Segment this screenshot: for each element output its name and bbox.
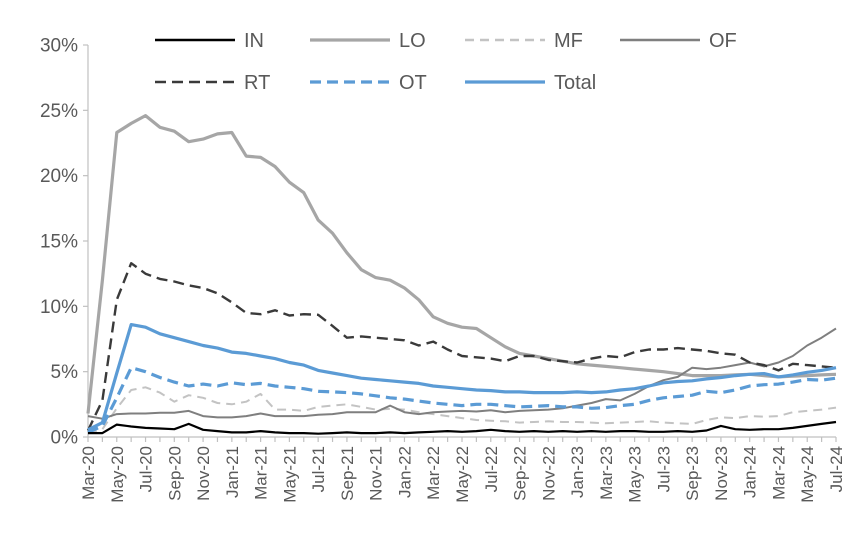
y-tick-label: 10%	[40, 297, 78, 318]
y-tick-label: 15%	[40, 232, 78, 253]
legend-item-LO: LO	[310, 30, 426, 52]
series-lines	[86, 113, 837, 435]
x-tick-label: Mar-21	[252, 446, 271, 500]
x-tick-label: Sep-23	[683, 446, 702, 501]
legend-item-Total: Total	[465, 72, 596, 94]
y-tick-label: 30%	[40, 36, 78, 57]
x-tick-label: May-24	[798, 446, 817, 503]
x-tick-label: May-23	[626, 446, 645, 503]
series-line-RT	[86, 262, 837, 432]
x-tick-label: Sep-22	[511, 446, 530, 501]
x-tick-label: Nov-20	[194, 446, 213, 501]
x-tick-label: Jan-22	[395, 446, 414, 498]
x-tick-label: Jan-23	[568, 446, 587, 498]
x-tick-label: May-20	[108, 446, 127, 503]
x-tick-label: Mar-23	[597, 446, 616, 500]
x-tick-label: Jan-24	[741, 446, 760, 498]
series-line-OT	[87, 366, 837, 434]
x-tick-label: Jan-21	[223, 446, 242, 498]
x-axis-ticks: Mar-20 May-20 Jul-20 Sep-20 Nov-20 Jan-21 Mar-…	[79, 437, 846, 503]
x-tick-label: Jul-20	[137, 446, 156, 492]
x-tick-label: Jul-22	[482, 446, 501, 492]
x-tick-label: Jul-23	[654, 446, 673, 492]
x-tick-label: Mar-24	[769, 446, 788, 500]
legend-item-MF: MF	[465, 30, 583, 52]
legend-item-OF: OF	[620, 30, 737, 52]
legend-label-Total: Total	[554, 72, 596, 94]
y-tick-label: 20%	[40, 166, 78, 187]
legend-label-IN: IN	[244, 30, 264, 52]
x-tick-label: Nov-23	[712, 446, 731, 501]
series-line-LO	[86, 113, 837, 414]
series-line-IN	[88, 420, 837, 435]
y-tick-label: 0%	[51, 428, 79, 449]
x-tick-label: Sep-21	[338, 446, 357, 501]
x-tick-label: May-22	[453, 446, 472, 503]
x-tick-label: Sep-20	[165, 446, 184, 501]
legend: IN LO MF OF RT OT Total	[155, 30, 737, 94]
series-line-Total	[87, 323, 837, 432]
x-tick-label: Mar-20	[79, 446, 98, 500]
legend-label-LO: LO	[399, 30, 426, 52]
x-tick-label: Jul-24	[827, 446, 846, 492]
x-tick-label: Mar-22	[424, 446, 443, 500]
series-line-OF	[87, 327, 837, 420]
series-line-MF	[87, 386, 837, 435]
legend-label-MF: MF	[554, 30, 583, 52]
legend-label-OT: OT	[399, 72, 427, 94]
legend-item-OT: OT	[310, 72, 427, 94]
x-tick-label: Nov-21	[367, 446, 386, 501]
x-tick-label: Jul-21	[309, 446, 328, 492]
x-tick-label: May-21	[280, 446, 299, 503]
legend-item-RT: RT	[155, 72, 270, 94]
legend-label-RT: RT	[244, 72, 270, 94]
legend-label-OF: OF	[709, 30, 737, 52]
y-tick-label: 5%	[51, 362, 79, 383]
y-tick-label: 25%	[40, 101, 78, 122]
legend-item-IN: IN	[155, 30, 264, 52]
y-axis-ticks: 0% 5% 10% 15% 20% 25% 30%	[40, 36, 88, 449]
x-tick-label: Nov-22	[539, 446, 558, 501]
